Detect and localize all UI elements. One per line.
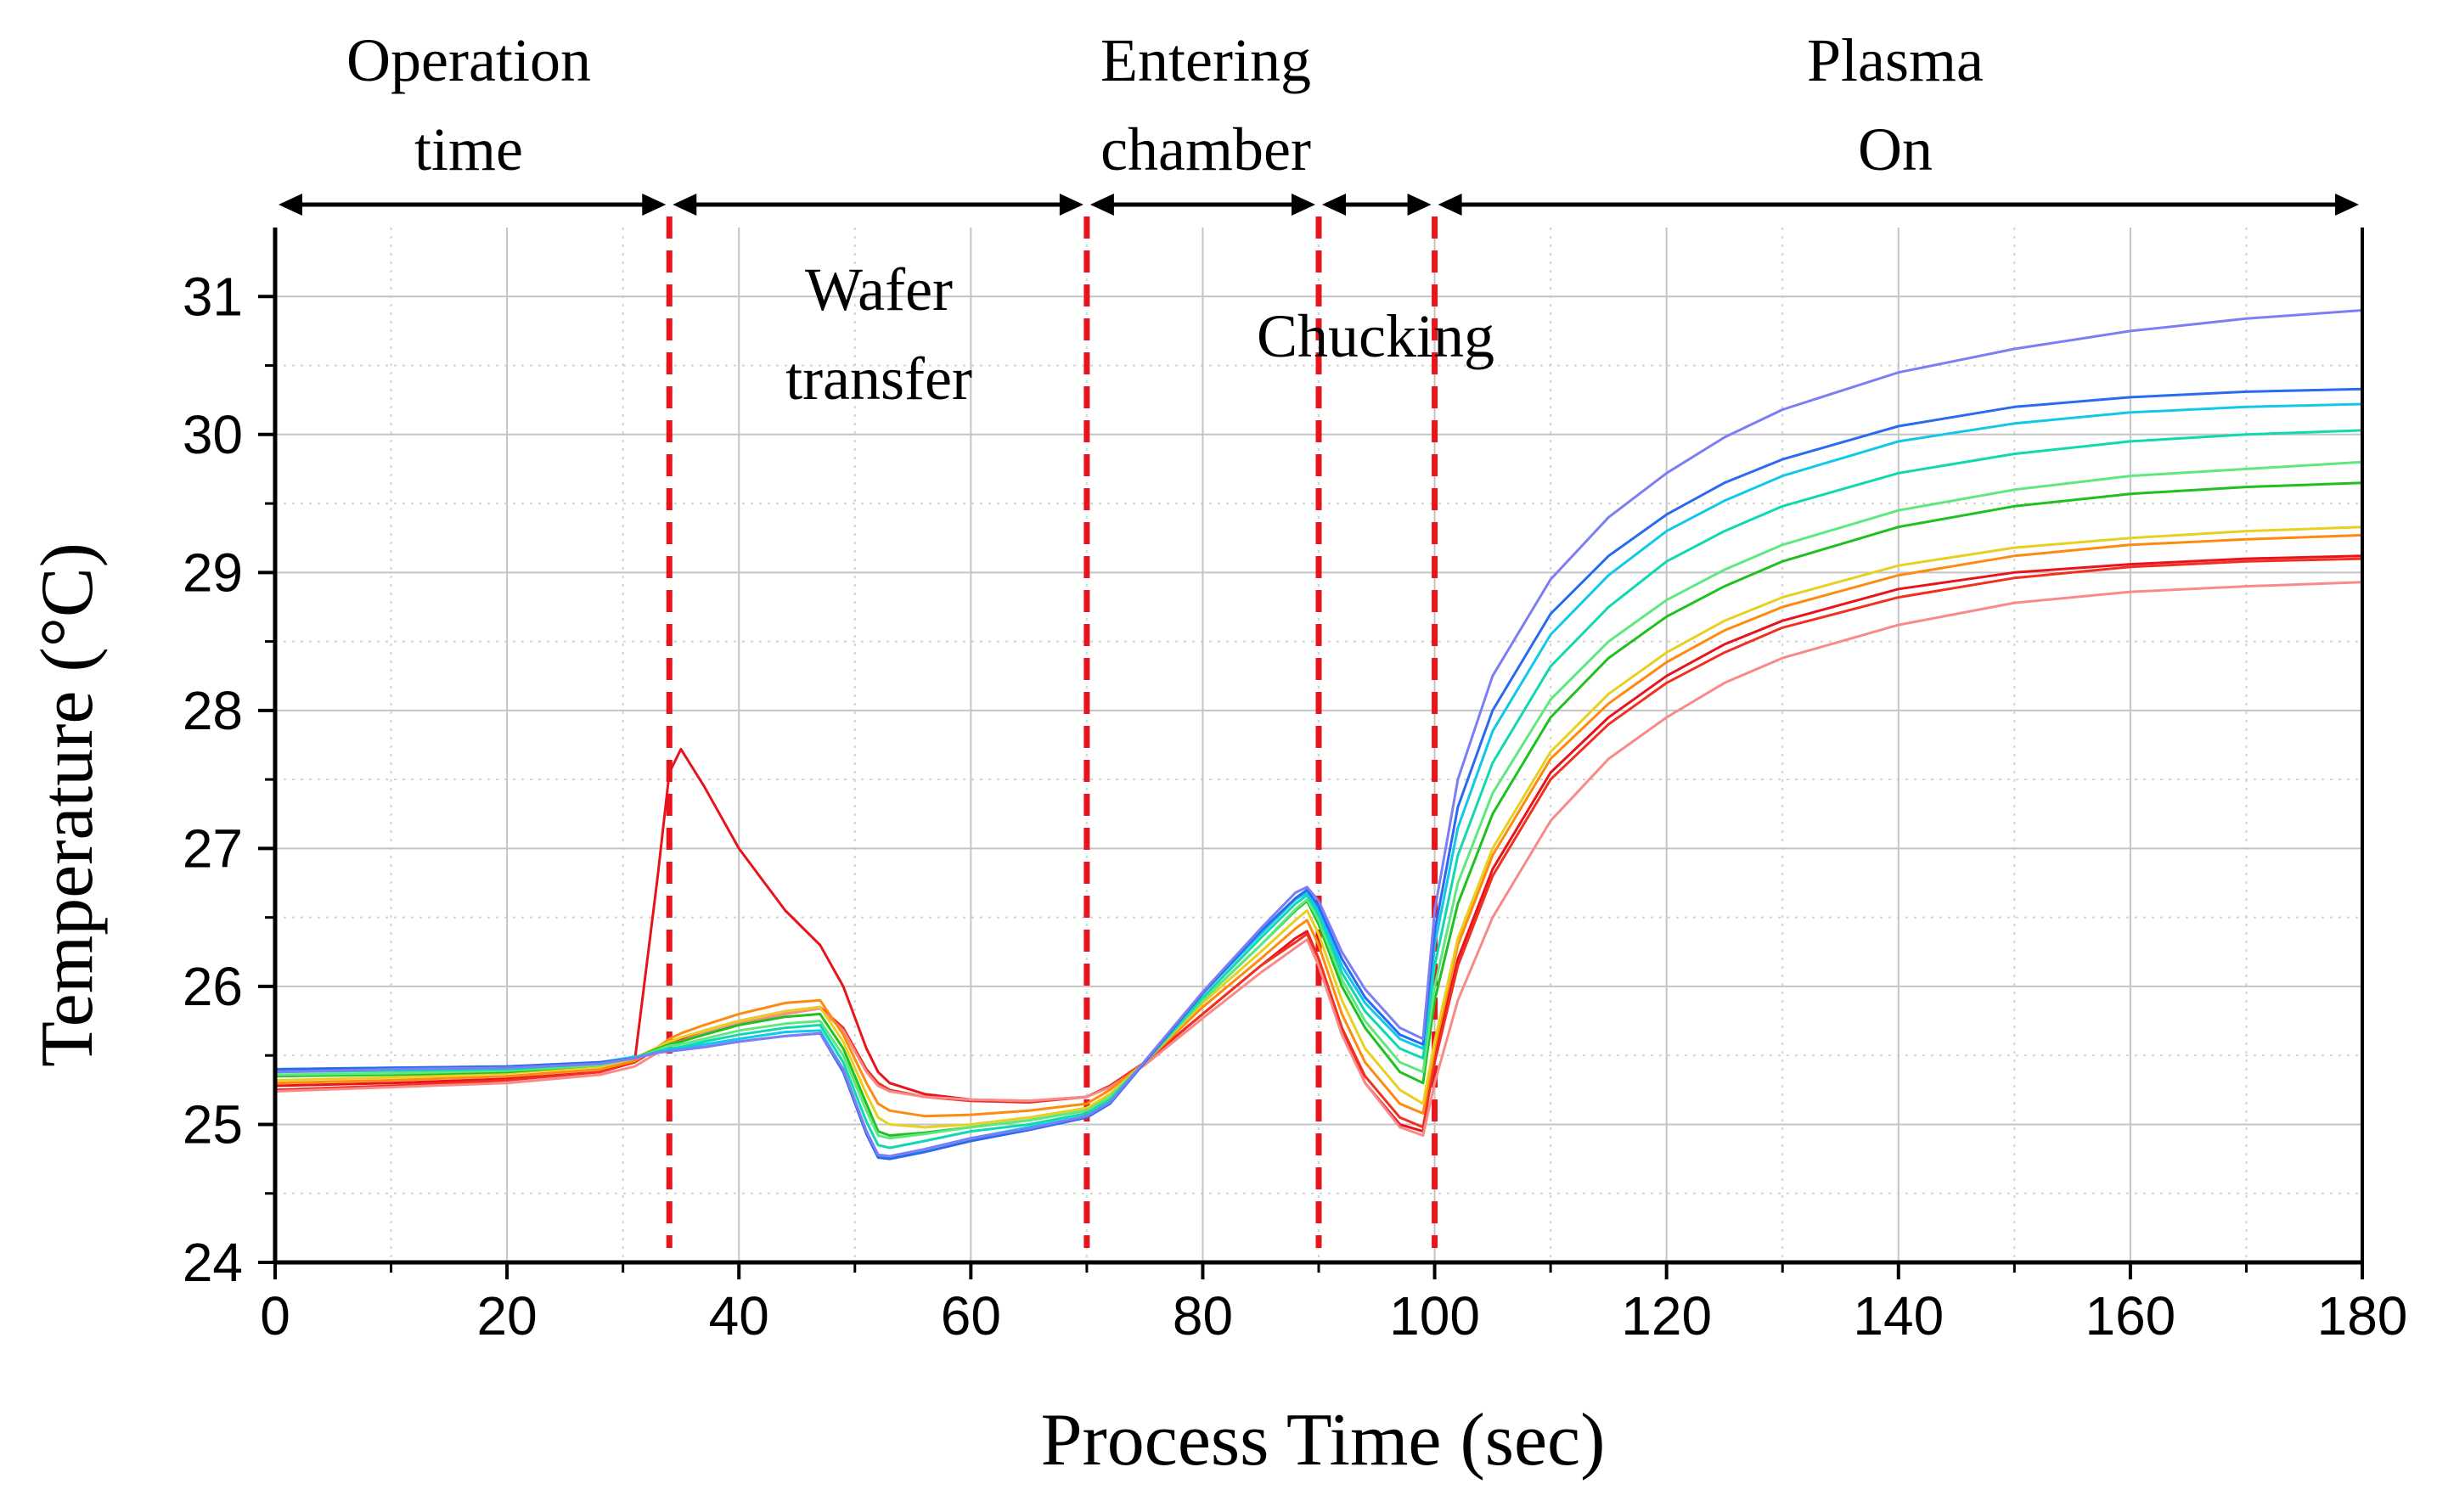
y-tick-label: 25	[183, 1093, 243, 1155]
y-tick-label: 26	[183, 956, 243, 1017]
x-tick-label: 60	[941, 1285, 1001, 1346]
phase-arrow-head-left	[279, 194, 302, 216]
phase-boundaries	[666, 216, 1438, 1248]
phase-arrow-head-left	[1089, 194, 1114, 216]
y-tick-label: 27	[183, 818, 243, 879]
x-tick-label: 40	[709, 1285, 769, 1346]
annotation-entering-chamber-line1: Entering	[1100, 26, 1311, 94]
annotation-plasma-on-line1: Plasma	[1807, 26, 1984, 94]
annotation-chucking: Chucking	[1257, 302, 1494, 370]
phase-arrow-head-right	[2335, 194, 2359, 216]
x-tick-label: 80	[1173, 1285, 1233, 1346]
phase-arrows	[279, 194, 2359, 216]
axes: 0 20 40 60 80 100 120 140 160 180 24 25 26 27 28 29 30 31	[183, 228, 2408, 1346]
x-tick-label: 140	[1853, 1285, 1944, 1346]
phase-arrow-head-left	[1322, 194, 1346, 216]
phase-arrow-head-right	[642, 194, 667, 216]
x-tick-label: 180	[2317, 1285, 2408, 1346]
x-tick-label: 120	[1621, 1285, 1712, 1346]
series-line-violet	[273, 309, 2364, 1158]
y-tick-label: 29	[183, 542, 243, 603]
x-tick-label: 160	[2085, 1285, 2175, 1346]
x-tick-label: 20	[477, 1285, 537, 1346]
y-axis-title: Temperature (°C)	[26, 542, 109, 1067]
phase-arrow-head-right	[1407, 194, 1432, 216]
series-line-orange	[273, 533, 2364, 1118]
phase-arrow-head-left	[673, 194, 697, 216]
x-axis-title: Process Time (sec)	[1041, 1399, 1606, 1481]
phase-arrow-head-left	[1438, 194, 1462, 216]
annotation-wafer-transfer-line1: Wafer	[805, 256, 953, 323]
phase-arrow-head-right	[1292, 194, 1315, 216]
x-tick-label: 100	[1389, 1285, 1480, 1346]
y-tick-label: 31	[183, 266, 243, 327]
annotation-wafer-transfer-line2: transfer	[785, 345, 972, 413]
annotation-operation-time-line1: Operation	[346, 26, 591, 94]
series-group	[273, 309, 2364, 1161]
x-tick-label: 0	[260, 1285, 290, 1346]
annotation-operation-time-line2: time	[414, 115, 523, 183]
annotation-plasma-on-line2: On	[1858, 115, 1933, 183]
y-tick-label: 30	[183, 404, 243, 465]
annotation-entering-chamber-line2: chamber	[1100, 115, 1311, 183]
phase-arrow-head-right	[1059, 194, 1083, 216]
y-tick-label: 28	[183, 680, 243, 741]
y-tick-label: 24	[183, 1232, 243, 1293]
series-line-teal	[273, 429, 2364, 1149]
